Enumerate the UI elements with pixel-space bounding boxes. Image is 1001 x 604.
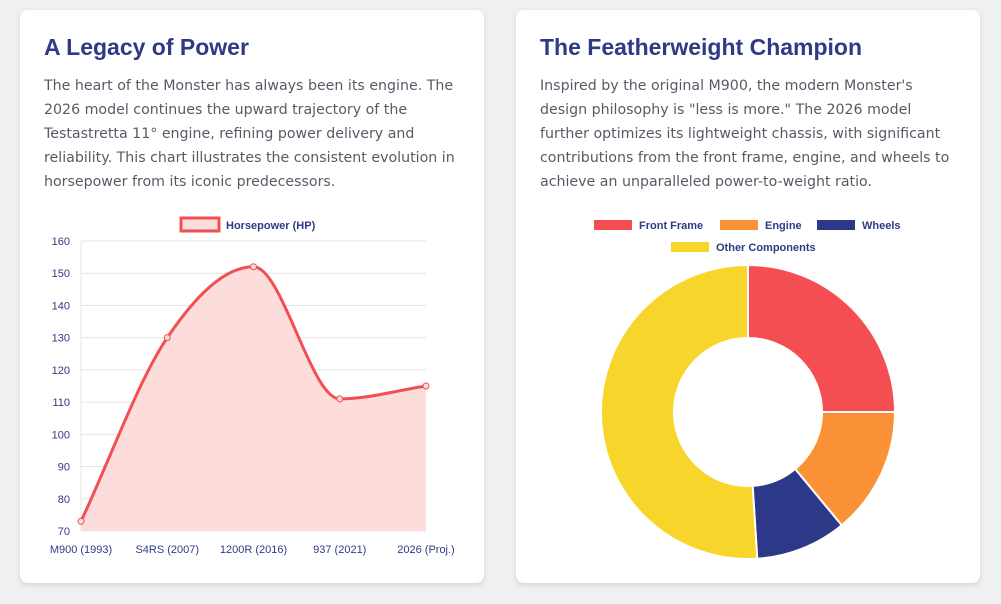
legend-swatch: [594, 220, 632, 230]
data-point[interactable]: [250, 263, 257, 271]
legend-label[interactable]: Horsepower (HP): [226, 220, 316, 232]
y-tick-label: 150: [52, 268, 70, 280]
y-tick-label: 140: [52, 300, 70, 312]
y-tick-label: 130: [52, 333, 70, 345]
y-tick-label: 90: [58, 462, 70, 474]
weight-card: The Featherweight Champion Inspired by t…: [516, 10, 980, 583]
legend-label[interactable]: Front Frame: [639, 220, 703, 232]
y-tick-label: 110: [52, 397, 70, 409]
legend-label[interactable]: Wheels: [862, 220, 901, 232]
weight-donut-chart: Front Frame Engine Wheels Other Components: [594, 220, 901, 560]
legend-swatch: [817, 220, 855, 230]
legend-label[interactable]: Engine: [765, 220, 802, 232]
horsepower-line-chart: 70 80 90 100 110 120 130 140 150 160 M900 (1993) S4…: [50, 216, 455, 556]
data-point[interactable]: [422, 382, 430, 390]
legend-label[interactable]: Other Components: [716, 242, 816, 254]
legend-swatch: [720, 220, 758, 230]
legend-swatch: [179, 216, 221, 233]
x-tick-label: 1200R (2016): [220, 544, 287, 556]
horsepower-card-description: The heart of the Monster has always been…: [44, 78, 455, 190]
data-point[interactable]: [163, 334, 171, 342]
x-tick-label: S4RS (2007): [135, 544, 199, 556]
data-point[interactable]: [336, 395, 344, 403]
data-point[interactable]: [77, 517, 85, 525]
weight-card-description: Inspired by the original M900, the moder…: [540, 78, 950, 190]
horsepower-card-title: A Legacy of Power: [44, 34, 249, 60]
x-tick-label: M900 (1993): [50, 544, 112, 556]
horsepower-card: A Legacy of Power The heart of the Monst…: [20, 10, 484, 583]
legend-swatch: [671, 242, 709, 252]
x-tick-label: 2026 (Proj.): [397, 544, 454, 556]
y-tick-label: 100: [52, 429, 70, 441]
y-tick-label: 120: [52, 365, 70, 377]
x-tick-label: 937 (2021): [313, 544, 366, 556]
y-tick-label: 160: [52, 236, 70, 248]
horsepower-area: [81, 266, 426, 531]
y-tick-label: 80: [58, 494, 70, 506]
y-tick-label: 70: [58, 526, 70, 538]
donut-slice[interactable]: [747, 263, 897, 413]
weight-card-title: The Featherweight Champion: [540, 34, 863, 60]
donut-slice[interactable]: [600, 263, 759, 560]
